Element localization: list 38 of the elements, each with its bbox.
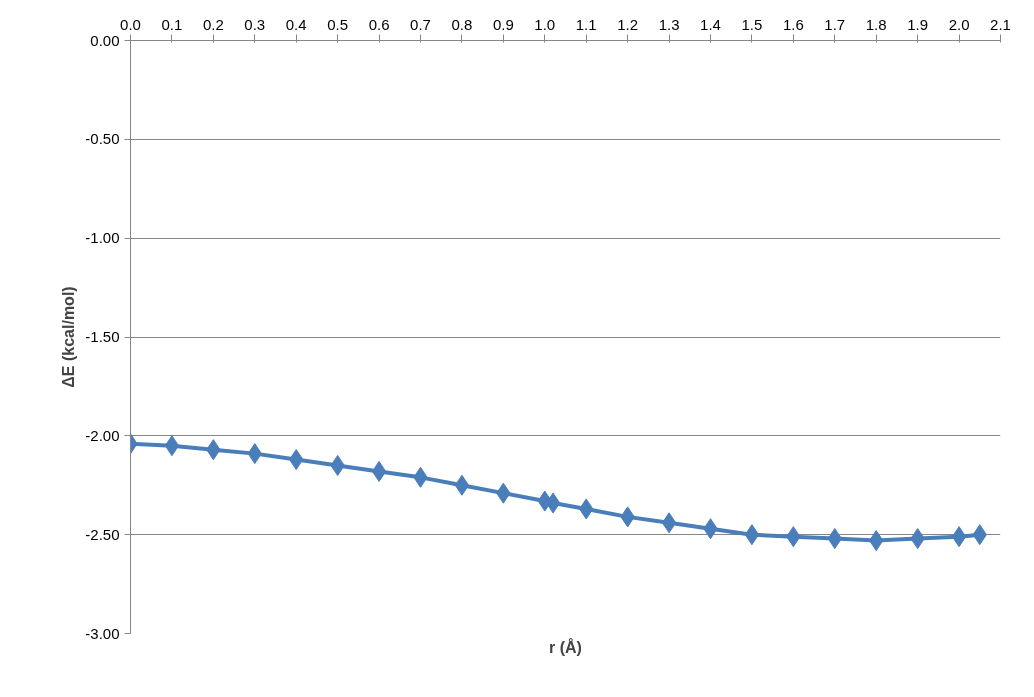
x-tick-label: 0.5 <box>327 15 349 33</box>
x-tick-label: 0.4 <box>285 15 307 33</box>
y-tick-label: -3.00 <box>85 624 120 642</box>
x-tick-label: 0.0 <box>120 15 141 33</box>
x-axis-title: r (Å) <box>549 637 582 656</box>
x-tick-label: 0.3 <box>244 15 266 33</box>
x-tick-label: 1.5 <box>741 15 763 33</box>
x-tick-label: 1.9 <box>907 15 929 33</box>
point <box>951 526 967 548</box>
y-tick-label: -2.50 <box>85 525 120 543</box>
point <box>744 524 760 546</box>
x-tick-label: 0.8 <box>451 15 473 33</box>
y-tick-label: -2.00 <box>85 426 120 444</box>
point <box>371 460 387 482</box>
x-tick-label: 0.9 <box>492 15 514 33</box>
point <box>454 474 470 496</box>
x-tick-label: 0.2 <box>202 15 224 33</box>
point <box>164 435 180 457</box>
y-tick-label: -0.50 <box>85 130 120 148</box>
y-tick-label: 0.00 <box>90 31 120 49</box>
x-tick-label: 2.1 <box>990 15 1011 33</box>
x-tick-label: 2.0 <box>948 15 970 33</box>
x-tick-label: 1.1 <box>575 15 597 33</box>
x-tick-label: 0.7 <box>410 15 431 33</box>
x-tick-label: 1.8 <box>865 15 887 33</box>
x-tick-label: 1.3 <box>658 15 680 33</box>
y-axis-title: ΔE (kcal/mol) <box>60 286 78 388</box>
x-tick-label: 0.6 <box>368 15 390 33</box>
x-tick-label: 0.1 <box>161 15 183 33</box>
x-tick-label: 1.4 <box>700 15 721 33</box>
y-tick-label: -1.00 <box>85 229 120 247</box>
point <box>545 492 561 514</box>
x-tick-label: 1.7 <box>824 15 846 33</box>
point <box>661 512 677 534</box>
x-tick-label: 1.6 <box>782 15 804 33</box>
x-tick-label: 1.0 <box>534 15 556 33</box>
x-tick-label: 1.2 <box>617 15 639 33</box>
y-tick-label: -1.50 <box>85 328 120 345</box>
